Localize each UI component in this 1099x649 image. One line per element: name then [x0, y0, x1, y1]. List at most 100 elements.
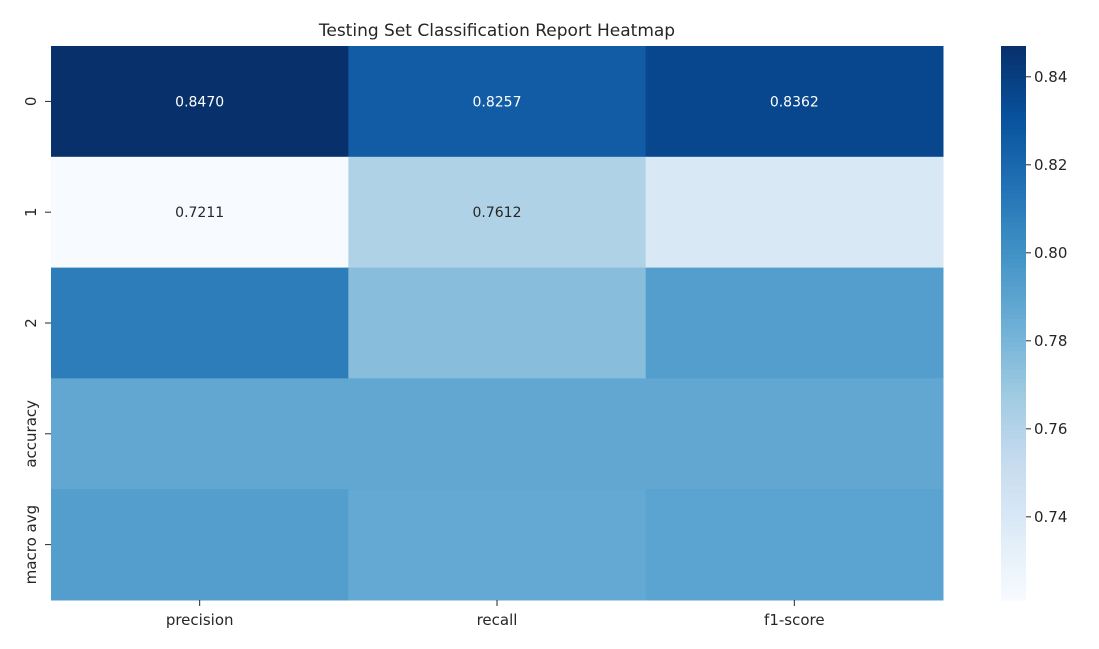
- colorbar-segment: [1001, 276, 1026, 283]
- colorbar-segment: [1001, 147, 1026, 153]
- colorbar-segment: [1001, 364, 1026, 370]
- colorbar-segment: [1001, 512, 1026, 518]
- colorbar-segment: [1001, 216, 1026, 223]
- colorbar-segment: [1001, 401, 1026, 407]
- heatmap-cell: [348, 489, 647, 601]
- cell-annotation: 0.7211: [175, 205, 224, 221]
- colorbar-segment: [1001, 156, 1026, 163]
- cell-annotations: 0.8470 0.8257 0.8362 0.7211 0.7612: [175, 94, 819, 221]
- colorbar-segment: [1001, 479, 1026, 486]
- colorbar-segment: [1001, 226, 1026, 232]
- colorbar-segment: [1001, 175, 1026, 181]
- colorbar-segment: [1001, 119, 1026, 126]
- colorbar-segment: [1001, 586, 1026, 592]
- colorbar-segment: [1001, 355, 1026, 361]
- colorbar-segment: [1001, 429, 1026, 435]
- colorbar-segment: [1001, 304, 1026, 310]
- colorbar-segment: [1001, 50, 1026, 56]
- colorbar-segment: [1001, 553, 1026, 560]
- colorbar-segment: [1001, 133, 1026, 139]
- colorbar-segment: [1001, 267, 1026, 273]
- colorbar-segment: [1001, 530, 1026, 536]
- colorbar-tick-label: 0.84: [1034, 68, 1067, 86]
- colorbar-segment: [1001, 179, 1026, 186]
- colorbar-segment: [1001, 484, 1026, 490]
- colorbar-segment: [1001, 235, 1026, 241]
- colorbar-segment: [1001, 82, 1026, 89]
- heatmap-cell: [348, 46, 647, 158]
- heatmap-cells: [51, 46, 944, 601]
- colorbar-tick-label: 0.74: [1034, 508, 1067, 526]
- colorbar-segment: [1001, 110, 1026, 116]
- colorbar-segment: [1001, 295, 1026, 301]
- colorbar-segment: [1001, 433, 1026, 440]
- x-tick-label: precision: [166, 611, 234, 629]
- colorbar-segment: [1001, 253, 1026, 259]
- colorbar-segment: [1001, 369, 1026, 375]
- colorbar: 0.74 0.76 0.78 0.80 0.82 0.84: [1001, 46, 1067, 601]
- colorbar-segment: [1001, 106, 1026, 112]
- colorbar-segment: [1001, 189, 1026, 195]
- heatmap-cell: [645, 156, 944, 269]
- colorbar-segment: [1001, 443, 1026, 449]
- cell-annotation: 0.8362: [770, 94, 819, 110]
- colorbar-segment: [1001, 341, 1026, 347]
- cell-annotation: 0.7612: [473, 205, 522, 221]
- colorbar-segment: [1001, 516, 1026, 523]
- colorbar-segment: [1001, 563, 1026, 569]
- colorbar-segment: [1001, 461, 1026, 467]
- colorbar-segment: [1001, 549, 1026, 555]
- colorbar-segment: [1001, 475, 1026, 481]
- heatmap-cell: [51, 267, 349, 379]
- colorbar-segment: [1001, 521, 1026, 527]
- colorbar-segment: [1001, 115, 1026, 121]
- colorbar-segment: [1001, 272, 1026, 278]
- heatmap-cell: [645, 267, 944, 379]
- colorbar-segment: [1001, 152, 1026, 158]
- colorbar-segment: [1001, 438, 1026, 444]
- colorbar-segment: [1001, 161, 1026, 167]
- colorbar-tick-label: 0.78: [1034, 332, 1067, 350]
- colorbar-segment: [1001, 286, 1026, 292]
- colorbar-segment: [1001, 299, 1026, 306]
- colorbar-segment: [1001, 262, 1026, 269]
- y-tick-label: accuracy: [22, 400, 40, 468]
- colorbar-segment: [1001, 419, 1026, 426]
- x-tick-label: f1-score: [764, 611, 825, 629]
- colorbar-segment: [1001, 350, 1026, 356]
- colorbar-segment: [1001, 281, 1026, 287]
- colorbar-segment: [1001, 138, 1026, 144]
- colorbar-segment: [1001, 406, 1026, 412]
- colorbar-segment: [1001, 415, 1026, 421]
- colorbar-segment: [1001, 207, 1026, 213]
- colorbar-segment: [1001, 576, 1026, 583]
- heatmap-cell: [645, 489, 944, 601]
- colorbar-segment: [1001, 526, 1026, 532]
- colorbar-segment: [1001, 202, 1026, 209]
- colorbar-segment: [1001, 378, 1026, 384]
- heatmap-cell: [645, 46, 944, 158]
- colorbar-segment: [1001, 581, 1026, 587]
- colorbar-segment: [1001, 373, 1026, 379]
- colorbar-segment: [1001, 456, 1026, 463]
- colorbar-segment: [1001, 396, 1026, 403]
- y-tick-label: 2: [22, 318, 40, 328]
- colorbar-segment: [1001, 193, 1026, 199]
- colorbar-segment: [1001, 129, 1026, 135]
- colorbar-segment: [1001, 55, 1026, 61]
- x-axis-ticks: precision recall f1-score: [166, 600, 825, 629]
- heatmap-cell: [348, 378, 647, 490]
- colorbar-segment: [1001, 327, 1026, 333]
- colorbar-segment: [1001, 323, 1026, 329]
- colorbar-segment: [1001, 258, 1026, 264]
- colorbar-tick-label: 0.76: [1034, 420, 1067, 438]
- colorbar-segment: [1001, 64, 1026, 70]
- heatmap-cell: [645, 378, 944, 490]
- colorbar-segment: [1001, 489, 1026, 495]
- colorbar-segment: [1001, 124, 1026, 130]
- colorbar-segment: [1001, 332, 1026, 338]
- heatmap-cell: [51, 156, 349, 269]
- heatmap-cell: [51, 46, 349, 158]
- colorbar-segment: [1001, 544, 1026, 550]
- colorbar-segment: [1001, 170, 1026, 176]
